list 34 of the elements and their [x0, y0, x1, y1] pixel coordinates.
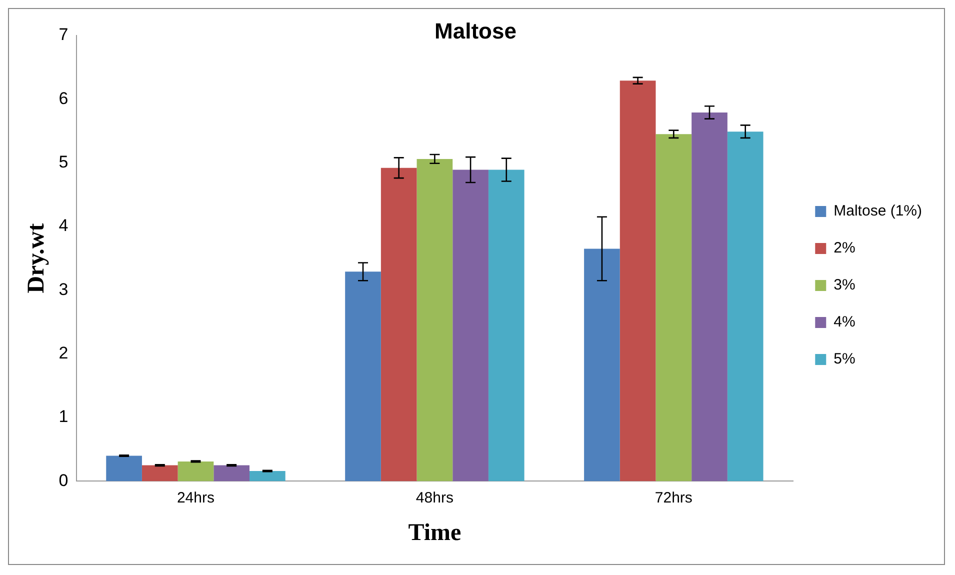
x-tick-label: 24hrs	[176, 489, 214, 506]
bar	[656, 134, 692, 482]
y-tick-label: 0	[58, 470, 68, 490]
bar	[692, 112, 728, 482]
legend-label: Maltose (1%)	[834, 202, 922, 220]
legend-label: 4%	[834, 314, 856, 331]
bar	[584, 248, 620, 482]
y-tick-label: 7	[58, 25, 68, 44]
legend-label: 3%	[834, 276, 856, 294]
y-tick-label: 1	[58, 407, 68, 426]
y-axis-title: Dry.wt	[24, 223, 50, 294]
bar	[178, 461, 214, 482]
x-axis-title: Time	[408, 520, 462, 546]
bar	[416, 158, 453, 482]
bar	[488, 170, 524, 482]
bar	[452, 170, 488, 482]
bar	[620, 80, 656, 482]
chart-title: Maltose	[434, 18, 516, 44]
bar	[250, 471, 286, 482]
bar	[142, 465, 178, 482]
x-tick-label: 72hrs	[654, 489, 692, 506]
x-tick-label: 48hrs	[416, 489, 454, 506]
y-tick-label: 5	[58, 152, 68, 172]
bar	[380, 168, 417, 482]
y-tick-label: 6	[58, 88, 68, 108]
bar	[214, 465, 250, 482]
y-tick-label: 2	[58, 344, 68, 363]
bar	[106, 456, 142, 482]
legend-label: 5%	[834, 350, 856, 368]
bar	[727, 132, 764, 482]
legend-label: 2%	[834, 240, 856, 257]
bar	[345, 272, 381, 482]
y-tick-label: 3	[58, 280, 68, 299]
y-tick-label: 4	[58, 216, 68, 236]
